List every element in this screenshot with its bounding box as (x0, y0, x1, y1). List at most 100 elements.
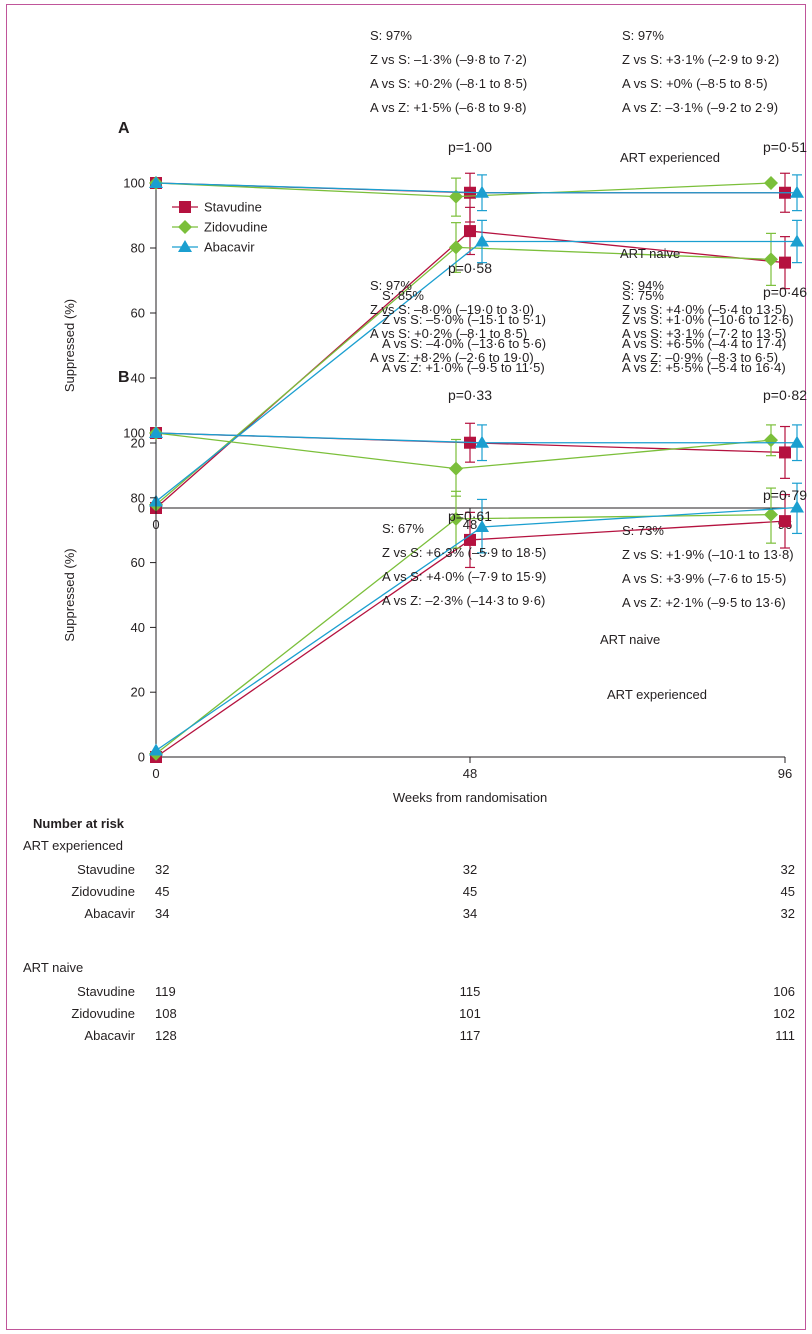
data-point-abacavir (475, 234, 489, 247)
legend-label-zidovudine: Zidovudine (204, 220, 268, 235)
y-tick-label: 80 (131, 490, 145, 505)
risk-value: 34 (155, 906, 169, 921)
series-line-zidovudine (155, 246, 772, 506)
data-point-stavudine (779, 256, 791, 269)
risk-value: 106 (773, 984, 795, 999)
annotation-line: S: 85% (382, 288, 424, 303)
p-value: p=1·00 (448, 139, 492, 155)
annotation-line: S: 67% (382, 521, 424, 536)
risk-value: 102 (773, 1006, 795, 1021)
annotation-line: A vs Z: +1·0% (–9·5 to 11·5) (382, 360, 545, 375)
data-point-abacavir (149, 176, 163, 188)
risk-row-label: Stavudine (77, 984, 135, 999)
annotation-line: A vs S: +4·0% (–7·9 to 15·9) (382, 569, 546, 584)
p-value: p=0·61 (448, 508, 492, 524)
y-tick-label: 0 (138, 750, 145, 765)
annotation-line: Z vs S: +1·9% (–10·1 to 13·8) (622, 547, 794, 562)
risk-value: 34 (463, 906, 477, 921)
y-tick-label: 0 (138, 501, 145, 516)
risk-value: 32 (155, 862, 169, 877)
annotation-line: A vs Z: +2·1% (–9·5 to 13·6) (622, 595, 786, 610)
annotation-line: A vs S: +0·2% (–8·1 to 8·5) (370, 76, 527, 91)
annotation-line: S: 97% (370, 278, 412, 293)
annotation-line: S: 73% (622, 523, 664, 538)
risk-value: 45 (463, 884, 477, 899)
data-point-zidovudine (449, 461, 463, 476)
data-point-zidovudine (449, 240, 463, 255)
data-point-abacavir (790, 234, 804, 247)
annotation-line: Z vs S: +6·3% (–5·9 to 18·5) (382, 545, 546, 560)
p-value: p=0·51 (763, 139, 807, 155)
legend-marker-zidovudine (178, 220, 192, 234)
p-value: p=0·33 (448, 387, 492, 403)
p-value: p=0·46 (763, 284, 807, 300)
series-line-abacavir (155, 506, 798, 752)
annotation-line: Z vs S: +1·0% (–10·6 to 12·6) (622, 312, 794, 327)
annotation-line: Z vs S: +3·1% (–2·9 to 9·2) (622, 52, 779, 67)
data-point-stavudine (779, 515, 791, 528)
risk-value: 45 (155, 884, 169, 899)
annotation-line: Z vs S: –8·0% (–19·0 to 3·0) (370, 302, 534, 317)
data-point-abacavir (790, 185, 804, 198)
risk-value: 117 (460, 1028, 481, 1043)
y-tick-label: 20 (131, 685, 145, 700)
risk-value: 108 (155, 1006, 177, 1021)
risk-group-name: ART naive (23, 960, 83, 975)
data-point-abacavir (790, 500, 804, 513)
annotation-line: S: 75% (622, 288, 664, 303)
y-tick-label: 100 (123, 426, 145, 441)
p-value: p=0·82 (763, 387, 807, 403)
legend-label-abacavir: Abacavir (204, 240, 255, 255)
risk-value: 128 (155, 1028, 177, 1043)
risk-value: 32 (463, 862, 477, 877)
curve-label-naive: ART naive (600, 632, 660, 647)
risk-value: 45 (781, 884, 795, 899)
annotation-line: Z vs S: –1·3% (–9·8 to 7·2) (370, 52, 527, 67)
x-tick-label: 96 (778, 766, 792, 781)
data-point-zidovudine (764, 176, 778, 190)
y-tick-label: 100 (123, 176, 145, 191)
annotation-line: A vs Z: +8·2% (–2·6 to 19·0) (370, 350, 534, 365)
annotation-line: A vs S: +6·5% (–4·4 to 17·4) (622, 336, 786, 351)
y-tick-label: 60 (131, 555, 145, 570)
curve-label-naive: ART naive (620, 246, 680, 261)
risk-value: 32 (781, 862, 795, 877)
annotation-line: A vs S: +0·2% (–8·1 to 8·5) (370, 326, 527, 341)
data-point-stavudine (779, 446, 791, 459)
y-tick-label: 60 (131, 306, 145, 321)
data-point-abacavir (149, 426, 163, 438)
annotation-line: A vs S: +0% (–8·5 to 8·5) (622, 76, 768, 91)
panel-label: A (118, 120, 130, 137)
y-axis-title: Suppressed (%) (62, 299, 77, 392)
risk-value: 119 (155, 984, 176, 999)
data-point-abacavir (790, 435, 804, 448)
data-point-abacavir (475, 519, 489, 532)
risk-table-title: Number at risk (33, 816, 125, 831)
y-tick-label: 40 (131, 620, 145, 635)
y-tick-label: 40 (131, 371, 145, 386)
risk-row-label: Zidovudine (71, 1006, 135, 1021)
data-point-abacavir (475, 185, 489, 198)
p-value: p=0·58 (448, 260, 492, 276)
curve-label-experienced: ART experienced (620, 150, 720, 165)
panel-label: B (118, 369, 130, 386)
curve-label-experienced: ART experienced (607, 687, 707, 702)
risk-row-label: Abacavir (84, 1028, 135, 1043)
data-point-zidovudine (449, 189, 463, 204)
data-point-stavudine (464, 225, 476, 238)
legend-marker-abacavir (178, 240, 192, 252)
y-axis-title: Suppressed (%) (62, 548, 77, 641)
annotation-line: S: 97% (622, 28, 664, 43)
x-axis-title: Weeks from randomisation (393, 790, 547, 805)
risk-value: 32 (781, 906, 795, 921)
risk-group-name: ART experienced (23, 838, 123, 853)
risk-row-label: Stavudine (77, 862, 135, 877)
data-point-abacavir (475, 435, 489, 448)
data-point-abacavir (149, 743, 163, 756)
data-point-zidovudine (764, 433, 778, 448)
series-line-abacavir (155, 432, 797, 444)
y-tick-label: 80 (131, 241, 145, 256)
risk-value: 101 (459, 1006, 481, 1021)
legend-marker-stavudine (179, 201, 191, 213)
